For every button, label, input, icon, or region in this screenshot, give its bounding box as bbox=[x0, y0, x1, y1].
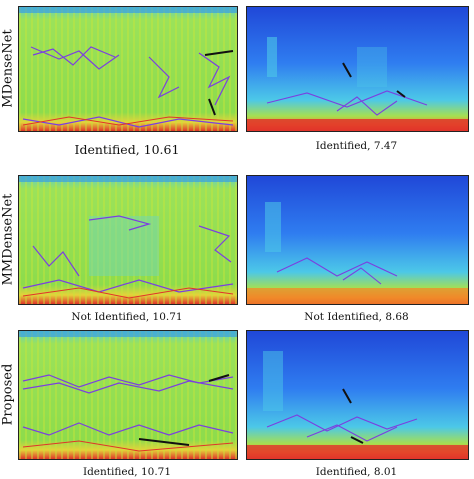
spectrogram-right-mdensenet bbox=[246, 6, 469, 132]
row-label-mmdensenet: MMDenseNet bbox=[0, 193, 16, 285]
caption-left-mdensenet: Identified, 10.61 bbox=[74, 142, 180, 157]
spectrogram-right-proposed bbox=[246, 330, 469, 460]
spectrogram-left-proposed bbox=[18, 330, 238, 460]
caption-left-mmdensenet: Not Identified, 10.71 bbox=[71, 311, 183, 323]
spectrogram-left-mmdensenet bbox=[18, 175, 238, 305]
caption-right-mdensenet: Identified, 7.47 bbox=[315, 140, 398, 152]
caption-right-proposed: Identified, 8.01 bbox=[315, 466, 398, 478]
spectrogram-left-mdensenet bbox=[18, 6, 238, 132]
spectrogram-right-mmdensenet bbox=[246, 175, 469, 305]
caption-left-proposed: Identified, 10.71 bbox=[82, 466, 172, 478]
row-label-mdensenet: MDenseNet bbox=[0, 28, 16, 108]
caption-right-mmdensenet: Not Identified, 8.68 bbox=[304, 311, 409, 323]
row-label-proposed: Proposed bbox=[0, 363, 16, 425]
